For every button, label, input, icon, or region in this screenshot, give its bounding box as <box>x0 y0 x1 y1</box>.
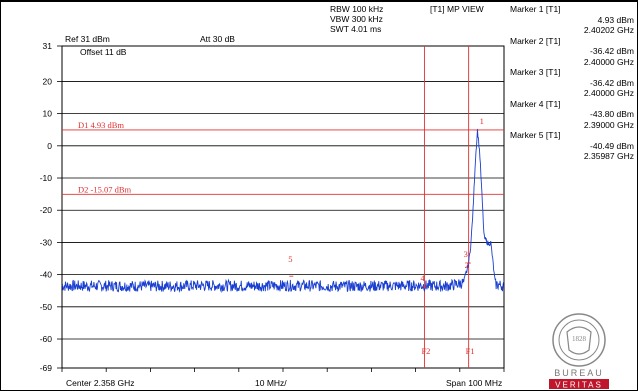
marker-level: 4.93 dBm <box>597 14 634 25</box>
trace-line <box>61 128 505 294</box>
y-tick-label: -20 <box>40 205 53 215</box>
marker-2-readout: Marker 2 [T1] -36.42 dBm 2.40000 GHz <box>510 36 638 68</box>
svg-text:1828: 1828 <box>572 335 587 343</box>
ref-level-label: Ref 31 dBm <box>65 34 110 44</box>
top-border <box>0 0 638 2</box>
y-tick-label: -40 <box>40 270 53 280</box>
marker-title: Marker 3 [T1] <box>510 67 561 77</box>
y-tick-label: 31 <box>43 41 53 51</box>
y-tick-label: 10 <box>43 109 53 119</box>
marker-level: -36.42 dBm <box>590 46 634 56</box>
trace-t1 <box>61 128 505 294</box>
vbw-label: VBW 300 kHz <box>330 14 383 24</box>
attenuation-label: Att 30 dB <box>200 34 235 44</box>
marker-level: -36.42 dBm <box>590 77 634 88</box>
marker-freq: 2.40202 GHz <box>583 25 634 35</box>
marker-3-readout: Marker 3 [T1] -36.42 dBm 2.40000 GHz <box>510 67 638 99</box>
marker-freq: 2.40000 GHz <box>583 88 634 98</box>
display-line-label: D1 4.93 dBm <box>78 120 124 130</box>
frequency-line-label: F2 <box>421 346 430 356</box>
svg-text:BUREAU: BUREAU <box>554 368 604 378</box>
plot-grid <box>61 45 505 369</box>
marker-1-readout: Marker 1 [T1] 4.93 dBm 2.40202 GHz <box>510 4 638 36</box>
marker-freq: 2.39000 GHz <box>583 119 634 130</box>
marker-title: Marker 1 [T1] <box>510 4 561 14</box>
y-tick-label: -50 <box>40 302 53 312</box>
marker-5-label: 5 <box>288 254 292 264</box>
x-ticks <box>61 368 505 372</box>
marker-2-label: 2 <box>465 260 469 270</box>
span-label: Span 100 MHz <box>446 378 503 388</box>
y-tick-label: -60 <box>40 334 53 344</box>
marker-title: Marker 4 [T1] <box>510 98 561 109</box>
frequency-line-label: F1 <box>466 346 475 356</box>
rbw-label: RBW 100 kHz <box>330 4 384 14</box>
y-tick-label: 0 <box>47 141 52 151</box>
marker-title: Marker 2 [T1] <box>510 35 561 46</box>
offset-label: Offset 11 dB <box>80 47 127 57</box>
y-tick-labels: 31 20 10 0 -10 -20 -30 -40 -50 -60 -69 <box>40 41 62 373</box>
display-lines: D1 4.93 dBm D2 -15.07 dBm <box>62 120 504 195</box>
div-label: 10 MHz/ <box>255 378 287 388</box>
marker-1-label: 1 <box>480 116 484 126</box>
marker-panel: Marker 1 [T1] 4.93 dBm 2.40202 GHz Marke… <box>510 4 638 162</box>
marker-4-label: 4 <box>420 273 425 283</box>
marker-level: -40.49 dBm <box>590 140 634 151</box>
center-freq-label: Center 2.358 GHz <box>66 378 135 388</box>
svg-text:VERITAS: VERITAS <box>555 381 603 390</box>
bureau-veritas-logo: 1828 BUREAU VERITAS <box>549 313 609 390</box>
marker-level: -43.80 dBm <box>590 109 634 119</box>
swt-label: SWT 4.01 ms <box>330 24 382 34</box>
trace-mode-label: [T1] MP VIEW <box>430 4 484 14</box>
display-line-label: D2 -15.07 dBm <box>78 184 132 194</box>
marker-3-label: 3 <box>464 249 468 259</box>
marker-freq: 2.40000 GHz <box>583 56 634 67</box>
y-tick-label: 20 <box>43 76 53 86</box>
marker-title: Marker 5 [T1] <box>510 130 561 140</box>
y-tick-label: -69 <box>40 363 53 373</box>
plot-border <box>61 45 505 369</box>
marker-5-readout: Marker 5 [T1] -40.49 dBm 2.35987 GHz <box>510 130 638 162</box>
marker-freq: 2.35987 GHz <box>583 151 634 161</box>
marker-4-readout: Marker 4 [T1] -43.80 dBm 2.39000 GHz <box>510 99 638 131</box>
y-tick-label: -10 <box>40 173 53 183</box>
frequency-lines: F2 F1 <box>421 46 475 368</box>
y-tick-label: -30 <box>40 237 53 247</box>
